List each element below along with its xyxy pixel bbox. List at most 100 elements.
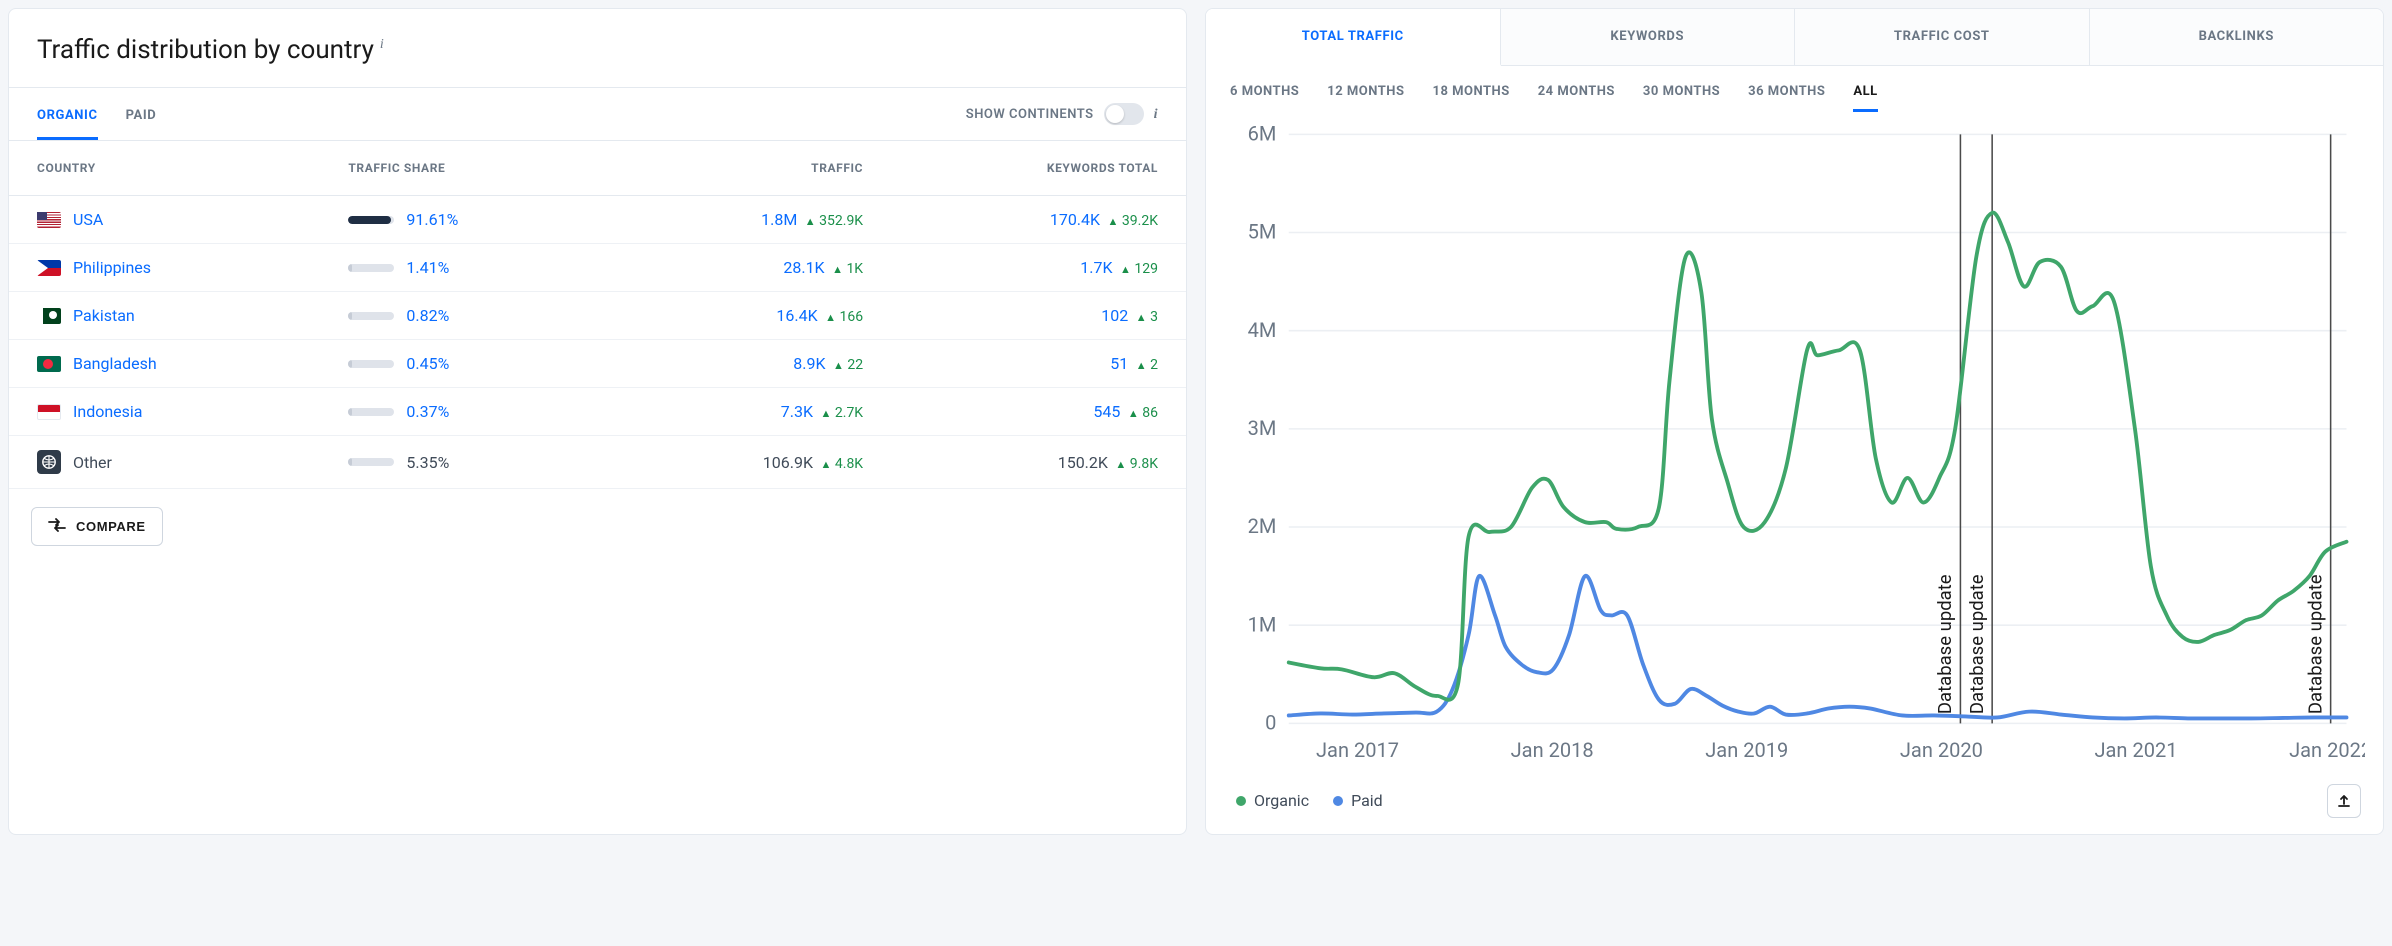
range-18m[interactable]: 18 MONTHS bbox=[1432, 84, 1509, 112]
svg-text:Database update: Database update bbox=[1966, 574, 1988, 714]
svg-text:Jan 2019: Jan 2019 bbox=[1705, 738, 1788, 762]
range-all[interactable]: ALL bbox=[1853, 84, 1877, 112]
flag-icon bbox=[37, 404, 61, 420]
traffic-chart: 01M2M3M4M5M6MJan 2017Jan 2018Jan 2019Jan… bbox=[1224, 122, 2365, 770]
col-traffic: TRAFFIC bbox=[613, 141, 881, 196]
share-pct: 0.37% bbox=[406, 402, 449, 421]
traffic-trend-panel: TOTAL TRAFFICKEYWORDSTRAFFIC COSTBACKLIN… bbox=[1205, 8, 2384, 835]
traffic-value[interactable]: 16.4K bbox=[776, 306, 817, 325]
share-bar bbox=[348, 264, 394, 272]
share-bar bbox=[348, 458, 394, 466]
keywords-value[interactable]: 51 bbox=[1110, 354, 1128, 373]
table-row: Philippines1.41%28.1K ▲ 1K1.7K ▲ 129 bbox=[9, 244, 1186, 292]
country-link[interactable]: Indonesia bbox=[73, 402, 143, 421]
svg-text:5M: 5M bbox=[1248, 220, 1277, 244]
flag-icon bbox=[37, 308, 61, 324]
traffic-value[interactable]: 1.8M bbox=[761, 210, 797, 229]
flag-icon bbox=[37, 212, 61, 228]
country-link[interactable]: Pakistan bbox=[73, 306, 135, 325]
svg-text:Database update: Database update bbox=[1934, 574, 1956, 714]
keywords-value[interactable]: 545 bbox=[1093, 402, 1120, 421]
compare-label: COMPARE bbox=[76, 519, 146, 534]
show-continents-label: SHOW CONTINENTS bbox=[966, 107, 1094, 122]
traffic-value[interactable]: 7.3K bbox=[781, 402, 813, 421]
traffic-delta: ▲ 2.7K bbox=[817, 405, 863, 421]
export-button[interactable] bbox=[2327, 784, 2361, 818]
keywords-delta: ▲ 129 bbox=[1117, 261, 1158, 277]
share-pct: 0.82% bbox=[406, 306, 449, 325]
legend-dot-paid bbox=[1333, 796, 1343, 806]
svg-text:Jan 2018: Jan 2018 bbox=[1511, 738, 1594, 762]
svg-text:2M: 2M bbox=[1248, 514, 1277, 538]
legend-dot-organic bbox=[1236, 796, 1246, 806]
country-link[interactable]: Philippines bbox=[73, 258, 151, 277]
tab-cost[interactable]: TRAFFIC COST bbox=[1795, 9, 2090, 65]
traffic-delta: ▲ 22 bbox=[830, 357, 864, 373]
keywords-value[interactable]: 1.7K bbox=[1080, 258, 1112, 277]
panel-header: Traffic distribution by country i bbox=[9, 9, 1186, 88]
traffic-delta: ▲ 166 bbox=[822, 309, 863, 325]
table-row: Pakistan 0.82% 16.4K ▲ 166 102 ▲ 3 bbox=[9, 292, 1186, 340]
range-24m[interactable]: 24 MONTHS bbox=[1538, 84, 1615, 112]
traffic-delta: ▲ 352.9K bbox=[801, 213, 863, 229]
tab-backlinks[interactable]: BACKLINKS bbox=[2090, 9, 2384, 65]
share-pct: 0.45% bbox=[406, 354, 449, 373]
keywords-value[interactable]: 102 bbox=[1101, 306, 1128, 325]
share-pct: 5.35% bbox=[406, 453, 449, 472]
tab-total[interactable]: TOTAL TRAFFIC bbox=[1206, 9, 1501, 66]
range-12m[interactable]: 12 MONTHS bbox=[1327, 84, 1404, 112]
share-pct: 1.41% bbox=[406, 258, 449, 277]
table-row: Bangladesh 0.45% 8.9K ▲ 22 51 ▲ 2 bbox=[9, 340, 1186, 388]
flag-icon bbox=[37, 260, 61, 276]
panel-title: Traffic distribution by country bbox=[37, 35, 374, 65]
info-icon[interactable]: i bbox=[1154, 107, 1158, 123]
other-label: Other bbox=[73, 453, 112, 472]
keywords-value[interactable]: 170.4K bbox=[1050, 210, 1100, 229]
compare-icon bbox=[48, 518, 66, 535]
globe-icon bbox=[37, 450, 61, 474]
show-continents-toggle[interactable] bbox=[1104, 103, 1144, 125]
keywords-delta: ▲ 2 bbox=[1132, 357, 1158, 373]
svg-text:Jan 2017: Jan 2017 bbox=[1316, 738, 1399, 762]
country-link[interactable]: Bangladesh bbox=[73, 354, 157, 373]
share-pct: 91.61% bbox=[406, 210, 458, 229]
svg-text:6M: 6M bbox=[1248, 122, 1277, 146]
svg-text:Jan 2022: Jan 2022 bbox=[2289, 738, 2365, 762]
col-keywords: KEYWORDS TOTAL bbox=[881, 141, 1186, 196]
keywords-value: 150.2K bbox=[1058, 453, 1108, 472]
svg-text:1M: 1M bbox=[1248, 612, 1277, 636]
info-icon[interactable]: i bbox=[380, 37, 384, 53]
keywords-delta: ▲ 86 bbox=[1124, 405, 1158, 421]
compare-button[interactable]: COMPARE bbox=[31, 507, 163, 546]
svg-text:4M: 4M bbox=[1248, 318, 1277, 342]
traffic-value[interactable]: 28.1K bbox=[783, 258, 824, 277]
range-6m[interactable]: 6 MONTHS bbox=[1230, 84, 1299, 112]
share-bar bbox=[348, 216, 394, 224]
flag-icon bbox=[37, 356, 61, 372]
keywords-delta: ▲ 3 bbox=[1132, 309, 1158, 325]
legend-paid[interactable]: Paid bbox=[1333, 791, 1383, 810]
share-bar bbox=[348, 312, 394, 320]
range-30m[interactable]: 30 MONTHS bbox=[1643, 84, 1720, 112]
svg-text:Database update: Database update bbox=[2304, 574, 2326, 714]
traffic-value: 106.9K bbox=[763, 453, 813, 472]
keywords-delta: ▲ 9.8K bbox=[1112, 456, 1158, 472]
legend-organic[interactable]: Organic bbox=[1236, 791, 1309, 810]
svg-text:0: 0 bbox=[1265, 711, 1276, 735]
tab-keywords[interactable]: KEYWORDS bbox=[1501, 9, 1796, 65]
countries-table: COUNTRY TRAFFIC SHARE TRAFFIC KEYWORDS T… bbox=[9, 141, 1186, 489]
share-bar bbox=[348, 408, 394, 416]
range-36m[interactable]: 36 MONTHS bbox=[1748, 84, 1825, 112]
tab-paid[interactable]: PAID bbox=[126, 88, 157, 140]
table-row: Indonesia 0.37% 7.3K ▲ 2.7K 545 ▲ 86 bbox=[9, 388, 1186, 436]
traffic-delta: ▲ 4.8K bbox=[817, 456, 863, 472]
svg-text:Jan 2021: Jan 2021 bbox=[2094, 738, 2177, 762]
traffic-value[interactable]: 8.9K bbox=[793, 354, 825, 373]
share-bar bbox=[348, 360, 394, 368]
table-row: USA 91.61% 1.8M ▲ 352.9K 170.4K ▲ 39.2K bbox=[9, 196, 1186, 244]
col-country: COUNTRY bbox=[9, 141, 330, 196]
country-link[interactable]: USA bbox=[73, 210, 103, 229]
svg-text:Jan 2020: Jan 2020 bbox=[1900, 738, 1983, 762]
tab-organic[interactable]: ORGANIC bbox=[37, 88, 98, 140]
keywords-delta: ▲ 39.2K bbox=[1104, 213, 1158, 229]
